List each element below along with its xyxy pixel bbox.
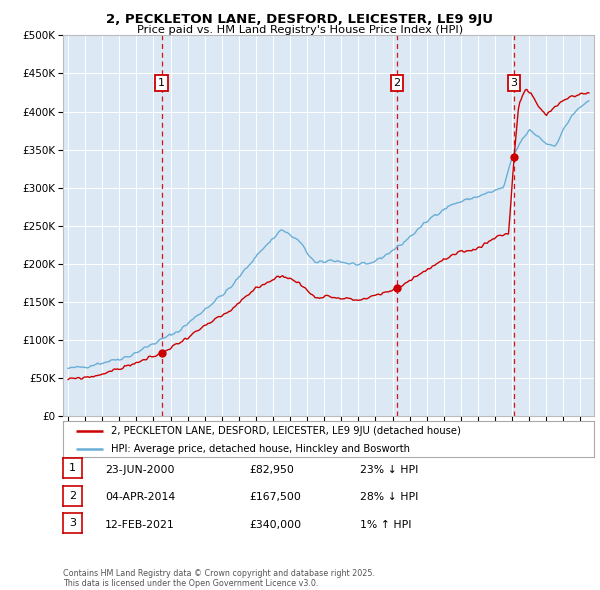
Text: 23% ↓ HPI: 23% ↓ HPI [360,465,418,474]
Text: 2, PECKLETON LANE, DESFORD, LEICESTER, LE9 9JU: 2, PECKLETON LANE, DESFORD, LEICESTER, L… [107,13,493,26]
Text: 28% ↓ HPI: 28% ↓ HPI [360,493,418,502]
Text: Price paid vs. HM Land Registry's House Price Index (HPI): Price paid vs. HM Land Registry's House … [137,25,463,35]
Text: 3: 3 [69,519,76,528]
Text: Contains HM Land Registry data © Crown copyright and database right 2025.
This d: Contains HM Land Registry data © Crown c… [63,569,375,588]
Text: 1% ↑ HPI: 1% ↑ HPI [360,520,412,530]
Text: HPI: Average price, detached house, Hinckley and Bosworth: HPI: Average price, detached house, Hinc… [111,444,410,454]
Text: 12-FEB-2021: 12-FEB-2021 [105,520,175,530]
Text: 3: 3 [511,78,518,88]
Text: 1: 1 [69,463,76,473]
Text: £82,950: £82,950 [249,465,294,474]
Text: 23-JUN-2000: 23-JUN-2000 [105,465,175,474]
Text: £167,500: £167,500 [249,493,301,502]
Text: 2, PECKLETON LANE, DESFORD, LEICESTER, LE9 9JU (detached house): 2, PECKLETON LANE, DESFORD, LEICESTER, L… [111,426,461,436]
Text: 04-APR-2014: 04-APR-2014 [105,493,175,502]
Text: £340,000: £340,000 [249,520,301,530]
Text: 1: 1 [158,78,165,88]
Text: 2: 2 [393,78,400,88]
Text: 2: 2 [69,491,76,500]
